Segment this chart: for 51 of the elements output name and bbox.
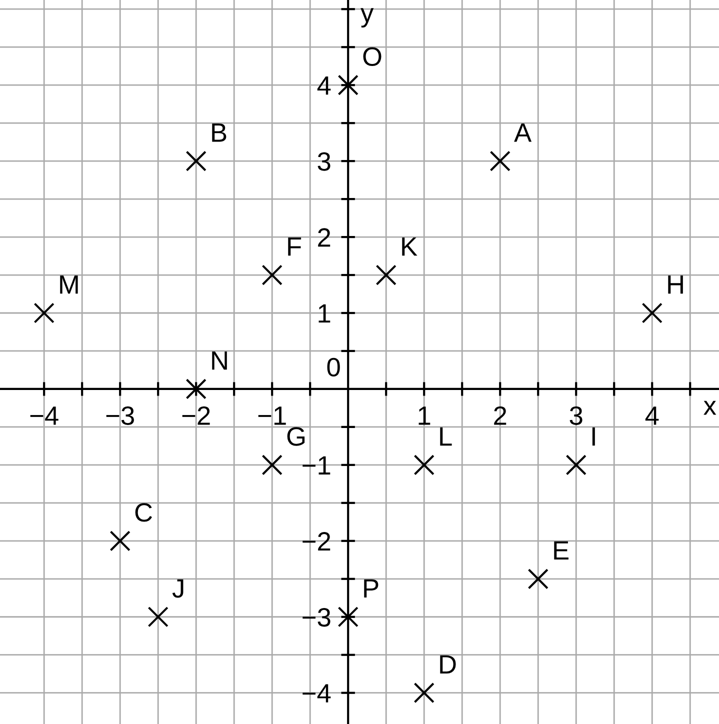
y-tick-label: −3 [302,608,330,627]
x-tick-label: −4 [30,406,58,425]
point [186,150,206,172]
annotation: 0 [327,358,340,377]
annotation: J [172,579,184,598]
x-tick-label: 4 [645,406,659,425]
annotation: M [60,275,78,294]
point [262,264,282,286]
annotation: F [288,237,302,256]
x-tick-label: −1 [258,406,286,425]
annotation: E [554,541,568,560]
point [566,454,586,476]
y-tick-label: −4 [302,684,331,702]
point [414,682,434,704]
y-axis-title: y [360,8,374,28]
point [34,302,54,324]
y-tick-label: −2 [302,532,330,550]
annotation: K [402,237,418,256]
annotation: P [364,579,378,598]
point [338,606,358,628]
y-tick-label: 3 [318,152,330,171]
x-axis-title: x [704,400,716,415]
x-tick-label: 3 [570,406,582,426]
y-tick-label: −1 [302,456,330,474]
x-tick-label: 2 [494,406,506,425]
x-tick-label: −3 [106,406,134,426]
point [148,606,168,628]
annotation: L [440,427,452,446]
point [262,454,282,476]
x-tick-label: 1 [418,406,430,425]
y-tick-label: 1 [318,304,330,323]
annotation: D [440,655,456,674]
annotation: A [514,124,532,142]
point [490,150,510,172]
annotation: B [212,124,226,142]
point [186,378,206,400]
point [642,302,662,324]
annotation: O [363,47,382,66]
point [528,568,548,590]
annotation: I [592,427,595,446]
annotation: C [135,503,152,522]
point [376,264,396,286]
y-tick-label: 2 [318,228,330,247]
annotation: N [212,351,227,370]
point [414,454,434,476]
point [110,530,130,552]
annotation: H [668,275,683,294]
y-tick-label: 4 [317,76,331,95]
point [338,74,358,96]
x-tick-label: −2 [182,406,210,425]
annotation: G [287,427,305,446]
